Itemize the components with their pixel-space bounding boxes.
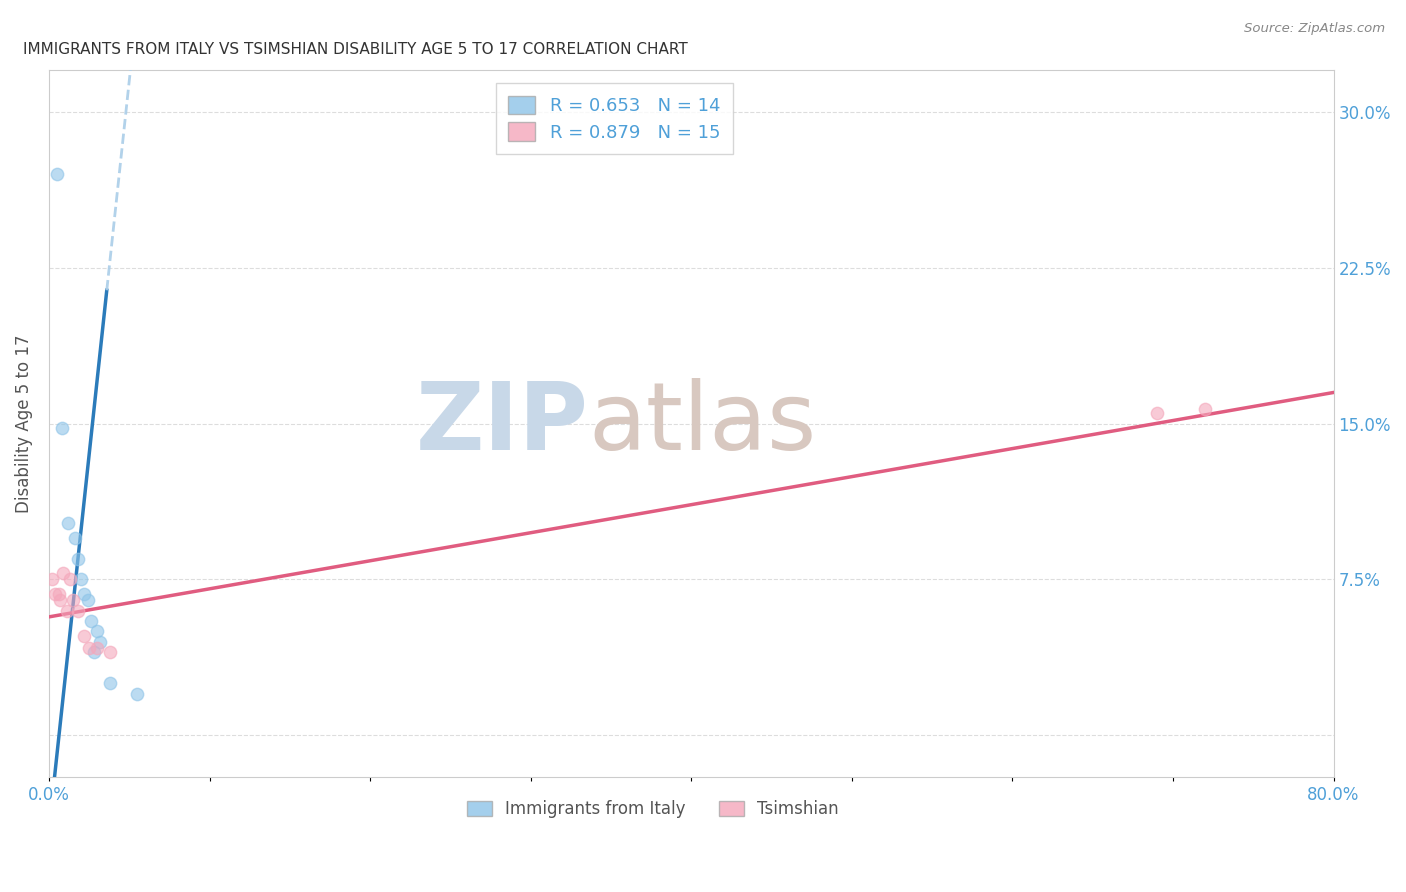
Point — [98, 676, 121, 690]
Point — [48, 587, 70, 601]
Text: ZIP: ZIP — [416, 377, 589, 470]
Point — [1146, 406, 1168, 420]
Point — [58, 516, 80, 531]
Point — [98, 645, 121, 659]
Point — [73, 587, 96, 601]
Point — [1194, 402, 1216, 417]
Point — [55, 604, 77, 618]
Point — [41, 573, 63, 587]
Point — [127, 687, 149, 701]
Point — [51, 421, 73, 435]
Point — [44, 587, 66, 601]
Point — [80, 614, 103, 628]
Point — [62, 593, 84, 607]
Point — [76, 593, 98, 607]
Point — [63, 531, 86, 545]
Point — [83, 645, 105, 659]
Point — [52, 566, 75, 581]
Text: atlas: atlas — [589, 377, 817, 470]
Point — [46, 167, 69, 181]
Point — [73, 629, 96, 643]
Point — [59, 573, 82, 587]
Point — [49, 593, 72, 607]
Point — [77, 641, 100, 656]
Text: Source: ZipAtlas.com: Source: ZipAtlas.com — [1244, 22, 1385, 36]
Y-axis label: Disability Age 5 to 17: Disability Age 5 to 17 — [15, 334, 32, 513]
Point — [86, 641, 108, 656]
Point — [66, 551, 89, 566]
Point — [86, 624, 108, 639]
Point — [89, 635, 111, 649]
Point — [70, 573, 93, 587]
Point — [66, 604, 89, 618]
Text: IMMIGRANTS FROM ITALY VS TSIMSHIAN DISABILITY AGE 5 TO 17 CORRELATION CHART: IMMIGRANTS FROM ITALY VS TSIMSHIAN DISAB… — [24, 42, 688, 57]
Legend: Immigrants from Italy, Tsimshian: Immigrants from Italy, Tsimshian — [460, 794, 845, 825]
